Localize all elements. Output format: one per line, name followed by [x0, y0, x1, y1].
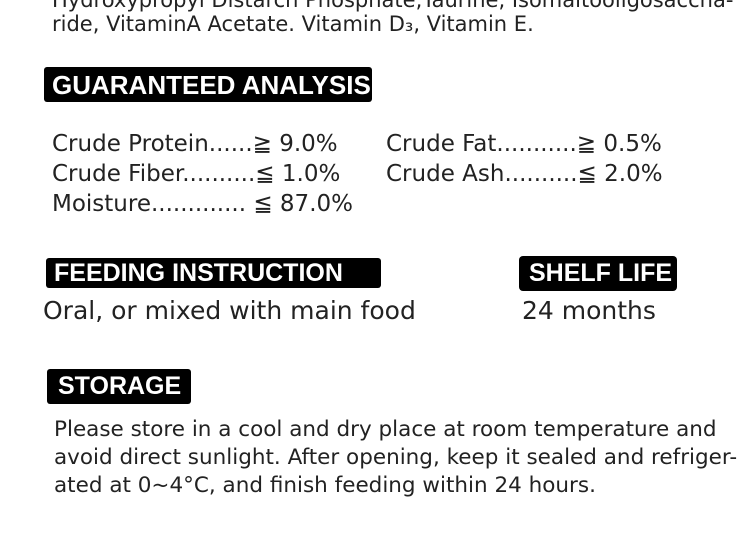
storage-line-2: avoid direct sunlight. After opening, ke… [54, 445, 738, 470]
analysis-item-crude-protein: Crude Protein......≧ 9.0% [52, 131, 338, 157]
ingredients-line-cut: Hydroxypropyl Distarch Phosphate,Taurine… [52, 0, 734, 12]
feeding-instruction-text: Oral, or mixed with main food [43, 296, 416, 325]
storage-line-1: Please store in a cool and dry place at … [54, 417, 717, 442]
analysis-item-moisture: Moisture............. ≦ 87.0% [52, 191, 353, 217]
shelf-life-text: 24 months [522, 296, 656, 325]
analysis-item-crude-fat: Crude Fat...........≧ 0.5% [386, 131, 662, 157]
shelf-life-heading: SHELF LIFE [519, 256, 677, 291]
storage-heading: STORAGE [47, 369, 191, 404]
feeding-instruction-heading: FEEDING INSTRUCTION [46, 258, 381, 288]
analysis-item-crude-ash: Crude Ash..........≦ 2.0% [386, 161, 663, 187]
ingredients-line: ride, VitaminA Acetate. Vitamin D₃, Vita… [52, 12, 534, 36]
storage-line-3: ated at 0~4°C, and finish feeding within… [54, 473, 596, 498]
analysis-item-crude-fiber: Crude Fiber..........≦ 1.0% [52, 161, 341, 187]
guaranteed-analysis-heading: GUARANTEED ANALYSIS [44, 67, 372, 102]
